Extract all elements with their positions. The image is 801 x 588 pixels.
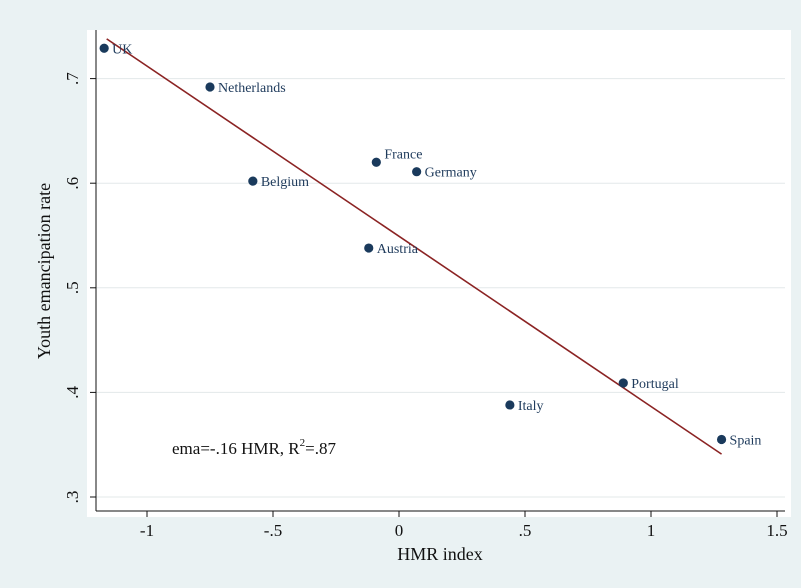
fit-line bbox=[106, 38, 723, 455]
x-axis-ticks: -1 -.5 0 .5 1 1.5 bbox=[140, 511, 788, 540]
annotation-sup: 2 bbox=[300, 437, 306, 449]
plot-area bbox=[87, 30, 791, 517]
data-point bbox=[716, 434, 727, 445]
x-tick-label: -1 bbox=[140, 521, 154, 540]
y-tick-label: .5 bbox=[63, 281, 82, 294]
point-label: Italy bbox=[518, 399, 544, 414]
x-tick-label: .5 bbox=[519, 521, 532, 540]
point-label: Germany bbox=[425, 166, 477, 181]
data-point bbox=[99, 43, 109, 53]
y-axis-title: Youth emancipation rate bbox=[34, 183, 54, 359]
data-point bbox=[364, 243, 374, 253]
point-label: Netherlands bbox=[218, 81, 286, 96]
y-tick-label: .3 bbox=[63, 491, 82, 504]
data-point bbox=[505, 400, 515, 410]
y-axis-ticks: .3 .4 .5 .6 .7 bbox=[63, 72, 96, 504]
x-tick-label: 1.5 bbox=[766, 521, 787, 540]
data-point bbox=[248, 176, 258, 186]
data-point bbox=[618, 378, 628, 388]
annotation: ema=-.16 HMR, R2=.87 bbox=[172, 437, 336, 458]
point-label: UK bbox=[112, 42, 132, 57]
x-tick-label: -.5 bbox=[264, 521, 282, 540]
point-label: Spain bbox=[730, 433, 762, 448]
grid-lines bbox=[96, 78, 785, 498]
x-tick-label: 0 bbox=[395, 521, 404, 540]
point-label: Portugal bbox=[631, 377, 679, 392]
data-point bbox=[205, 82, 215, 92]
data-point bbox=[412, 167, 422, 177]
annotation-main: ema=-.16 HMR, R bbox=[172, 439, 300, 458]
y-tick-label: .4 bbox=[63, 386, 82, 399]
y-tick-label: .6 bbox=[63, 177, 82, 190]
point-label: Belgium bbox=[261, 175, 309, 190]
y-tick-label: .7 bbox=[63, 72, 82, 85]
data-point bbox=[371, 157, 381, 167]
annotation-tail: =.87 bbox=[305, 439, 336, 458]
x-tick-label: 1 bbox=[647, 521, 656, 540]
x-axis-title: HMR index bbox=[397, 544, 483, 564]
point-label: Austria bbox=[377, 242, 419, 257]
point-label: France bbox=[384, 147, 422, 162]
